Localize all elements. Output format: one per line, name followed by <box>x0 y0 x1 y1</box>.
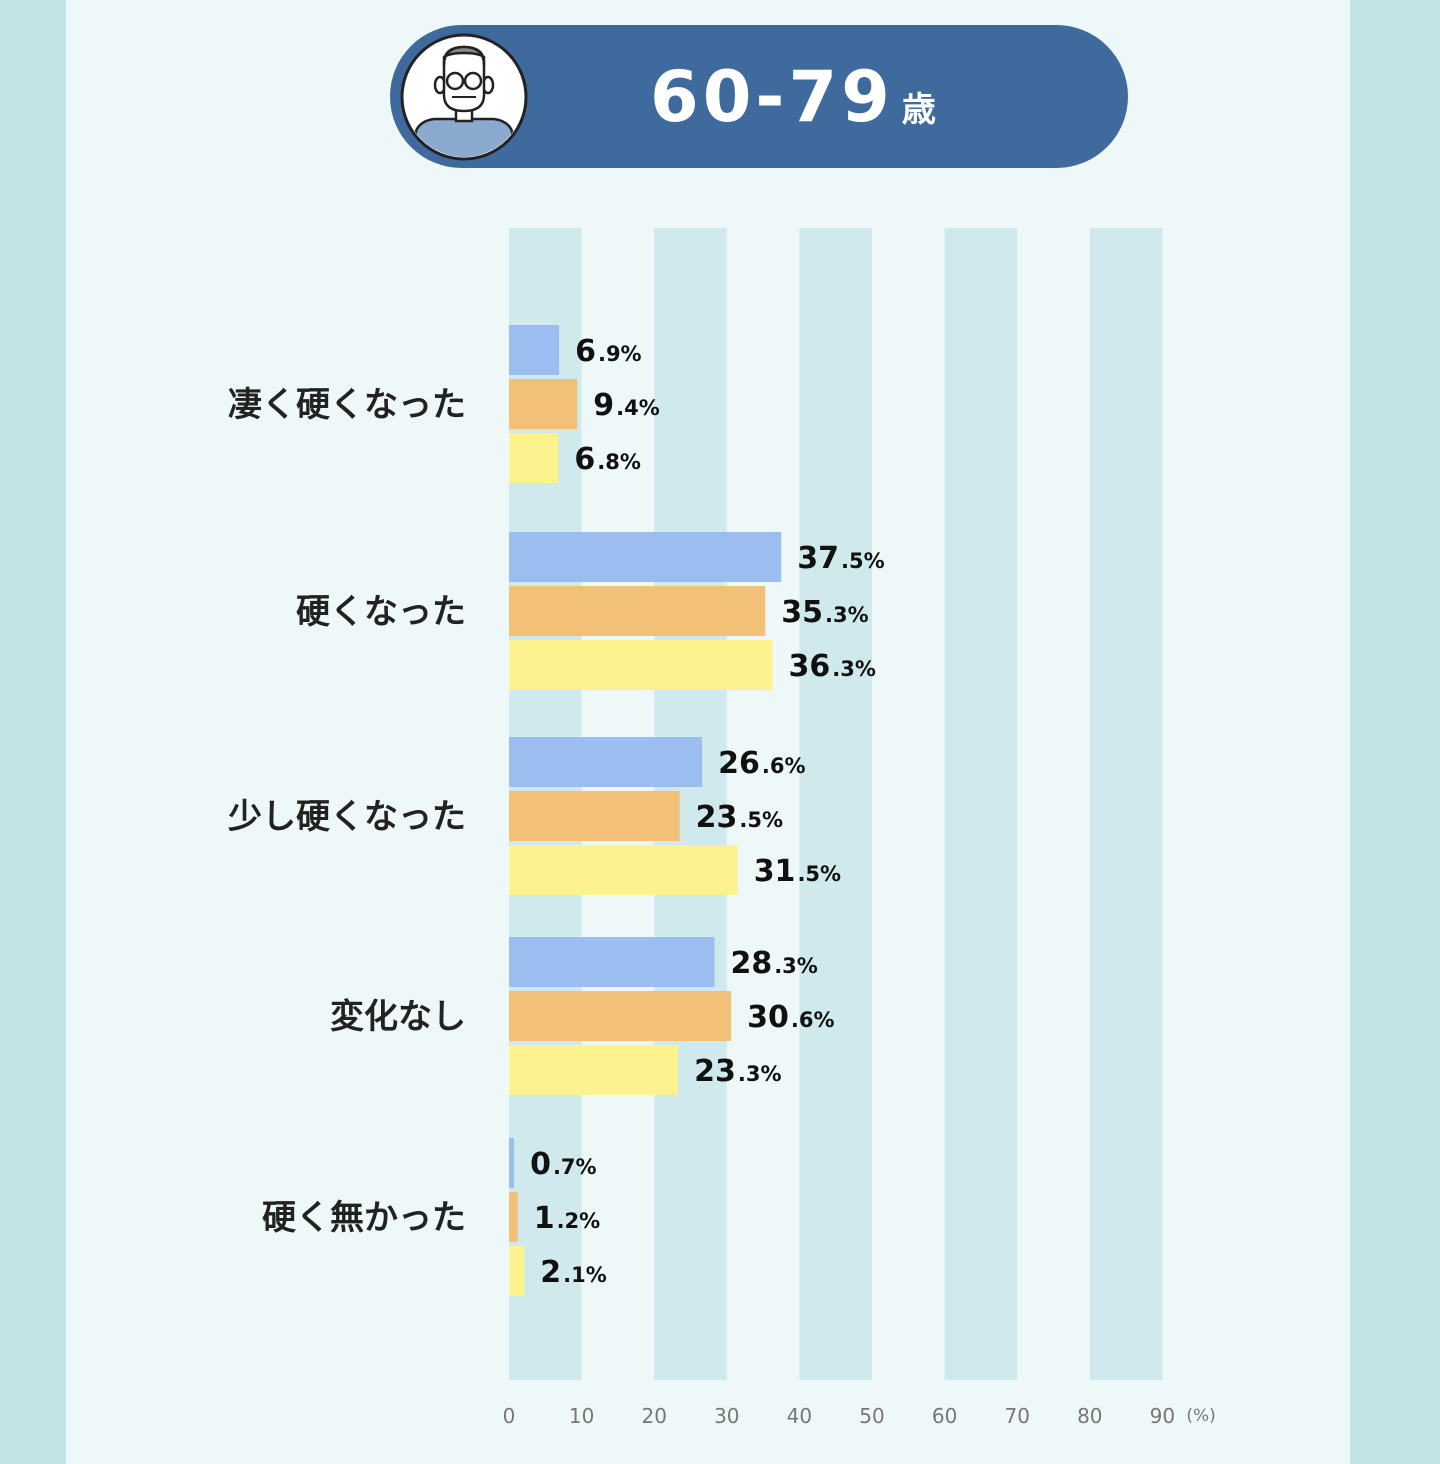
age-range-text: 60-79 <box>650 56 894 138</box>
value-label: 31.5% <box>754 854 841 889</box>
x-tick-label: 50 <box>859 1404 884 1428</box>
value-label: 23.5% <box>696 800 783 835</box>
value-label: 35.3% <box>781 595 868 630</box>
value-label: 23.3% <box>694 1054 781 1089</box>
value-label: 28.3% <box>730 946 817 981</box>
bar <box>509 586 766 636</box>
bar <box>509 433 559 483</box>
age-unit-text: 歳 <box>901 90 936 130</box>
value-label: 36.3% <box>789 649 876 684</box>
grid-band <box>799 228 872 1380</box>
category-label: 硬く無かった <box>262 1198 466 1238</box>
x-tick-label: 60 <box>932 1404 957 1428</box>
bar <box>509 325 560 375</box>
x-tick-label: 10 <box>569 1404 594 1428</box>
x-tick-label: 0 <box>503 1404 516 1428</box>
bar <box>509 737 703 787</box>
bar <box>509 845 738 895</box>
category-label: 凄く硬くなった <box>228 385 466 425</box>
value-label: 2.1% <box>540 1255 607 1290</box>
bar <box>509 532 782 582</box>
value-label: 0.7% <box>530 1147 597 1182</box>
x-tick-label: 40 <box>787 1404 812 1428</box>
x-tick-label: 20 <box>641 1404 666 1428</box>
value-label: 26.6% <box>718 746 805 781</box>
x-unit-label: (%) <box>1186 1406 1215 1426</box>
bar <box>509 937 715 987</box>
grid-band <box>944 228 1018 1380</box>
bar <box>509 1138 515 1188</box>
bar <box>509 1246 525 1296</box>
bar <box>509 791 680 841</box>
value-label: 37.5% <box>797 541 884 576</box>
bar <box>509 640 773 690</box>
bar <box>509 991 732 1041</box>
value-label: 6.9% <box>575 334 642 369</box>
category-label: 硬くなった <box>296 592 466 632</box>
grid-band <box>1089 228 1163 1380</box>
value-label: 9.4% <box>593 388 660 423</box>
x-tick-label: 30 <box>714 1404 739 1428</box>
bar <box>509 379 578 429</box>
age-group-title: 60-79 歳 <box>650 52 936 142</box>
value-label: 30.6% <box>747 1000 834 1035</box>
bar <box>509 1192 518 1242</box>
x-tick-label: 80 <box>1077 1404 1102 1428</box>
bar <box>509 1045 679 1095</box>
elderly-person-icon <box>400 33 528 161</box>
value-label: 1.2% <box>534 1201 601 1236</box>
category-label: 少し硬くなった <box>228 797 466 837</box>
x-tick-label: 90 <box>1150 1404 1175 1428</box>
value-label: 6.8% <box>574 442 641 477</box>
x-tick-label: 70 <box>1004 1404 1029 1428</box>
category-label: 変化なし <box>330 997 466 1037</box>
